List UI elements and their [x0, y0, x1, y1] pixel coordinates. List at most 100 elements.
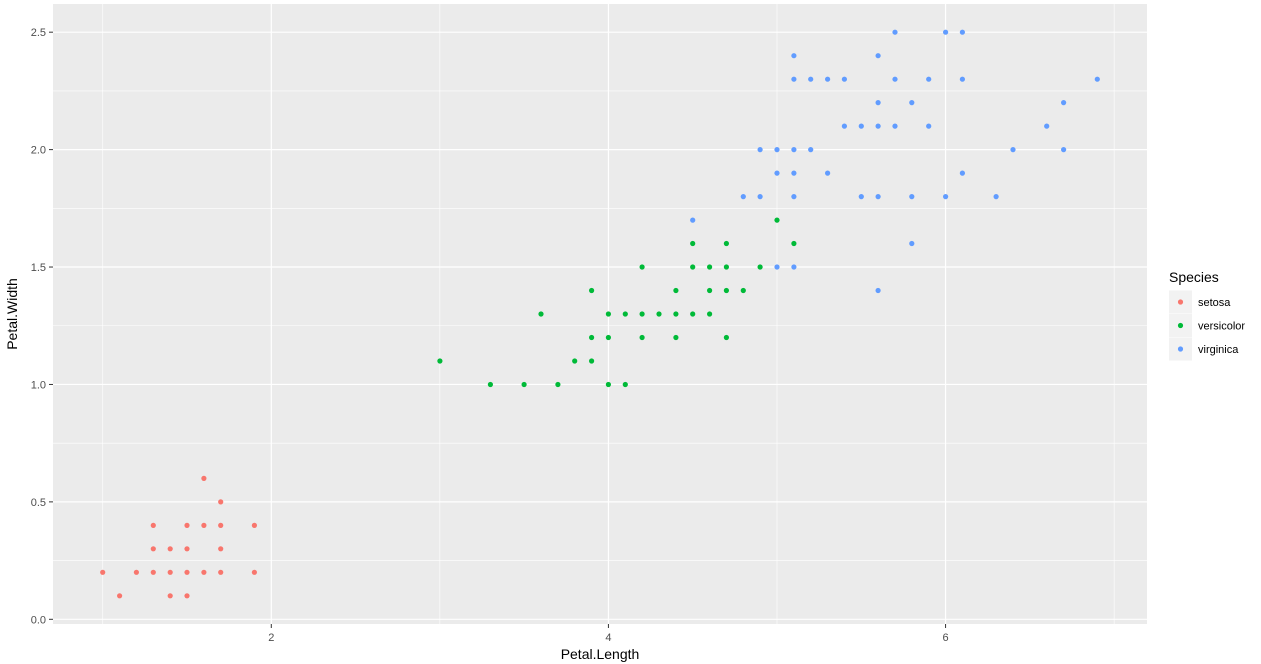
data-point-virginica	[926, 76, 932, 82]
data-point-setosa	[133, 569, 139, 575]
data-point-setosa	[150, 569, 156, 575]
y-tick-label: 0.5	[31, 497, 46, 509]
data-point-versicolor	[740, 287, 746, 294]
data-point-versicolor	[723, 240, 730, 247]
legend-key-point	[1177, 322, 1184, 329]
data-point-virginica	[740, 194, 746, 200]
data-point-setosa	[167, 569, 173, 575]
data-point-versicolor	[707, 311, 713, 317]
data-point-virginica	[875, 123, 881, 129]
data-point-virginica	[791, 76, 797, 82]
data-point-virginica	[875, 100, 881, 106]
data-point-setosa	[184, 522, 190, 529]
data-point-versicolor	[639, 311, 645, 317]
data-point-versicolor	[437, 358, 443, 364]
legend-label-versicolor: versicolor	[1198, 321, 1245, 333]
legend-label-virginica: virginica	[1198, 344, 1239, 356]
data-point-virginica	[757, 147, 763, 153]
data-point-setosa	[201, 522, 207, 529]
y-tick-label: 1.0	[31, 379, 46, 391]
data-point-virginica	[858, 194, 864, 200]
data-point-versicolor	[791, 240, 797, 247]
data-point-virginica	[875, 194, 881, 200]
data-point-versicolor	[521, 381, 527, 388]
grid-minor	[53, 4, 1147, 624]
data-point-virginica	[791, 53, 797, 59]
x-tick-label: 2	[268, 632, 274, 644]
data-point-versicolor	[605, 311, 612, 317]
data-point-virginica	[791, 194, 797, 200]
data-point-virginica	[892, 29, 898, 35]
data-point-virginica	[909, 240, 915, 247]
data-point-versicolor	[622, 311, 628, 317]
data-point-versicolor	[538, 311, 544, 317]
data-point-virginica	[825, 170, 831, 176]
data-point-versicolor	[622, 381, 628, 388]
data-point-virginica	[959, 76, 966, 82]
data-points	[100, 29, 1100, 599]
y-tick-label: 0.0	[31, 614, 46, 626]
data-point-virginica	[1094, 76, 1100, 82]
legend: Species setosa versicolor virginica	[1169, 269, 1245, 361]
data-point-setosa	[201, 475, 207, 481]
data-point-versicolor	[589, 334, 595, 341]
y-axis-title: Petal.Width	[4, 278, 20, 350]
data-point-virginica	[1061, 100, 1067, 106]
data-point-versicolor	[673, 287, 679, 294]
legend-key-point	[1177, 346, 1184, 352]
data-point-versicolor	[589, 358, 595, 364]
data-point-versicolor	[690, 240, 696, 247]
data-point-versicolor	[639, 334, 645, 341]
data-point-setosa	[117, 593, 123, 599]
y-tick-label: 1.5	[31, 262, 46, 274]
data-point-setosa	[150, 546, 156, 552]
data-point-versicolor	[673, 334, 679, 341]
x-tick-label: 6	[942, 632, 948, 644]
data-point-virginica	[825, 76, 831, 82]
data-point-versicolor	[589, 287, 595, 294]
data-point-versicolor	[605, 334, 612, 341]
data-point-virginica	[774, 147, 780, 153]
data-point-virginica	[774, 170, 780, 176]
data-point-versicolor	[572, 358, 578, 364]
data-point-virginica	[943, 29, 949, 35]
data-point-virginica	[791, 170, 797, 176]
data-point-virginica	[1044, 123, 1050, 129]
data-point-versicolor	[656, 311, 662, 317]
y-tick-label: 2.5	[31, 27, 46, 39]
data-point-versicolor	[757, 264, 763, 270]
data-point-virginica	[909, 100, 915, 106]
data-point-virginica	[808, 76, 814, 82]
data-point-virginica	[875, 287, 881, 294]
data-point-virginica	[774, 264, 780, 270]
data-point-virginica	[1061, 147, 1067, 153]
data-point-virginica	[943, 194, 949, 200]
data-point-versicolor	[707, 287, 713, 294]
data-point-virginica	[757, 194, 763, 200]
data-point-setosa	[100, 569, 106, 575]
data-point-versicolor	[555, 381, 561, 388]
data-point-versicolor	[639, 264, 645, 270]
legend-title: Species	[1169, 269, 1219, 285]
data-point-versicolor	[723, 264, 730, 270]
data-point-versicolor	[605, 381, 612, 388]
x-axis-title: Petal.Length	[561, 646, 640, 662]
legend-label-setosa: setosa	[1198, 297, 1231, 309]
data-point-virginica	[858, 123, 864, 129]
data-point-virginica	[808, 147, 814, 153]
data-point-virginica	[959, 170, 966, 176]
series-virginica	[690, 29, 1100, 294]
data-point-virginica	[909, 194, 915, 200]
data-point-virginica	[875, 53, 881, 59]
series-versicolor	[437, 217, 797, 388]
data-point-setosa	[251, 569, 257, 575]
data-point-versicolor	[723, 287, 730, 294]
data-point-versicolor	[487, 381, 493, 388]
data-point-virginica	[959, 29, 966, 35]
data-point-versicolor	[673, 311, 679, 317]
panel-background	[53, 4, 1147, 624]
data-point-setosa	[218, 522, 224, 529]
data-point-versicolor	[774, 217, 780, 223]
data-point-setosa	[184, 546, 190, 552]
